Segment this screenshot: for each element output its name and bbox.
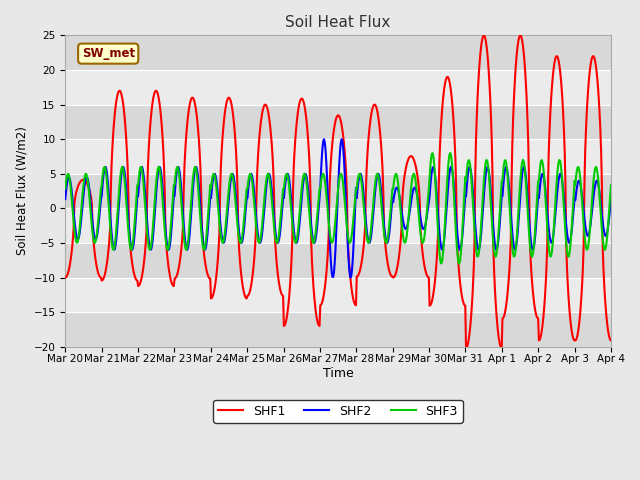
SHF2 [320, 136, 328, 142]
SHF3 [71, 233, 79, 239]
SHF1 [212, 279, 220, 285]
Bar [65, 105, 611, 139]
SHF3 [420, 235, 428, 240]
Line: SHF3: SHF3 [65, 153, 611, 264]
Bar [65, 312, 611, 347]
SHF2 [406, 207, 413, 213]
SHF2 [183, 247, 191, 252]
SHF1 [127, 254, 135, 260]
Bar [65, 243, 611, 277]
SHF2 [61, 196, 69, 202]
SHF3 [183, 246, 191, 252]
Bar [65, 36, 611, 70]
SHF1 [420, 262, 428, 268]
SHF3 [455, 261, 463, 266]
SHF1 [71, 195, 79, 201]
SHF3 [61, 186, 69, 192]
Title: Soil Heat Flux: Soil Heat Flux [285, 15, 391, 30]
Text: SW_met: SW_met [82, 47, 135, 60]
SHF1 [479, 33, 487, 38]
SHF3 [446, 150, 454, 156]
SHF2 [212, 173, 220, 179]
X-axis label: Time: Time [323, 367, 353, 380]
SHF3 [404, 217, 412, 223]
Bar [65, 70, 611, 105]
SHF3 [212, 178, 220, 183]
SHF2 [607, 197, 615, 203]
SHF2 [422, 220, 429, 226]
SHF1 [607, 337, 615, 343]
SHF3 [127, 247, 135, 252]
Y-axis label: Soil Heat Flux (W/m2): Soil Heat Flux (W/m2) [15, 127, 28, 255]
Line: SHF2: SHF2 [65, 139, 611, 277]
Bar [65, 277, 611, 312]
Bar [65, 139, 611, 174]
Bar [65, 208, 611, 243]
Legend: SHF1, SHF2, SHF3: SHF1, SHF2, SHF3 [213, 400, 463, 423]
Line: SHF1: SHF1 [65, 36, 611, 348]
SHF2 [347, 275, 355, 280]
SHF1 [61, 275, 69, 280]
SHF3 [607, 182, 615, 188]
Bar [65, 174, 611, 208]
SHF2 [127, 245, 135, 251]
SHF1 [404, 156, 412, 162]
SHF1 [183, 127, 191, 132]
SHF2 [71, 224, 79, 229]
SHF1 [462, 346, 470, 351]
